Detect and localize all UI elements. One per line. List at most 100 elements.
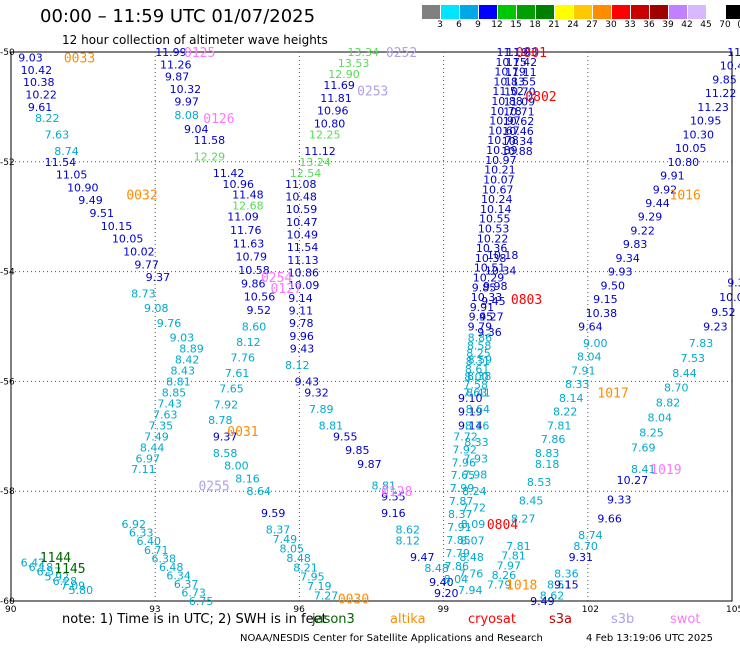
swh-value-label: 9.55 [333, 430, 358, 443]
swh-value-label: 9.78 [289, 317, 314, 330]
lon-tick-label: 93 [149, 605, 160, 615]
swh-value-label: 7.81 [547, 419, 572, 432]
swh-value-label: 8.70 [664, 382, 689, 395]
legend-item-s3a: s3a [549, 612, 573, 627]
swh-value-label: 8.48 [424, 562, 449, 575]
swh-value-label: 10.59 [286, 203, 318, 216]
swh-value-label: 10.47 [286, 216, 318, 229]
swh-value-label: 8.74 [578, 529, 603, 542]
swh-value-label: 8.41 [466, 386, 491, 399]
swh-value-label: 9.36 [477, 326, 502, 339]
swh-value-label: 11.26 [160, 58, 192, 71]
swh-value-label: 8.22 [553, 406, 578, 419]
swh-value-label: 7.95 [300, 571, 325, 584]
swh-value-label: 8.51 [547, 579, 572, 592]
swh-value-label: 6.18 [29, 561, 53, 574]
swh-value-label: 9.08 [144, 302, 169, 315]
colorbar-swatch [669, 5, 687, 19]
swh-value-label: 7.53 [681, 352, 706, 365]
pass-number-label: 0801 [516, 46, 547, 61]
swh-value-label: 8.64 [247, 485, 272, 498]
pass-number-label: 0128 [381, 485, 412, 500]
colorbar-tick-label: 45 [700, 20, 712, 30]
swh-value-label: 10.79 [236, 251, 267, 264]
colorbar-swatch [612, 5, 630, 19]
swh-value-label: 7.69 [631, 441, 656, 454]
swh-value-label: 11.63 [233, 237, 265, 250]
swh-value-label: 8.86 [468, 331, 493, 344]
swh-value-label: 10.30 [682, 128, 714, 141]
swh-value-label: 9.32 [304, 386, 329, 399]
swh-value-label: 10.88 [501, 145, 533, 158]
colorbar-swatch [650, 5, 668, 19]
swh-value-label: 7.81 [506, 540, 531, 553]
swh-value-label: 9.87 [357, 458, 382, 471]
swh-value-label: 10.80 [314, 117, 346, 130]
swh-value-label: 10.03 [719, 291, 740, 304]
swh-value-label: 9.15 [554, 579, 579, 592]
swh-value-label: 9.23 [703, 321, 728, 334]
swh-value-label: 6.28 [53, 575, 78, 588]
swh-value-label: 10.09 [288, 279, 320, 292]
pass-number-label: 0031 [227, 425, 258, 440]
swh-value-label: 8.44 [672, 367, 697, 380]
swh-value-label: 8.81 [372, 480, 397, 493]
swh-value-label: 11.08 [285, 178, 317, 191]
swh-value-label: 7.86 [541, 433, 566, 446]
swh-value-label: 8.42 [175, 353, 200, 366]
pass-number-label: 0802 [525, 90, 556, 105]
legend-item-swot: swot [670, 612, 701, 627]
swh-value-label: 8.37 [448, 508, 473, 521]
swh-value-label: 8.83 [535, 447, 560, 460]
swh-value-label: 9.14 [288, 292, 313, 305]
swh-value-label: 7.65 [219, 383, 244, 396]
swh-value-label: 5.92 [45, 570, 70, 583]
pass-number-label: 0126 [203, 112, 234, 127]
swh-value-label: 8.37 [266, 524, 291, 537]
swh-value-label: 7.76 [459, 568, 484, 581]
lat-tick-label: -56 [0, 377, 15, 387]
swh-value-label: 10.97 [489, 115, 520, 128]
swh-value-label: 10.49 [286, 228, 318, 241]
lat-tick-label: -54 [0, 268, 15, 278]
swh-value-label: 7.09 [61, 579, 85, 592]
swh-value-label: 6.48 [159, 561, 184, 574]
swh-value-label: 8.26 [492, 569, 516, 582]
swh-value-label: 10.46 [502, 125, 534, 138]
swh-value-label: 10.18 [487, 249, 519, 262]
swh-value-label: 13.24 [299, 156, 331, 169]
swh-value-label: 6.33 [129, 527, 154, 540]
swh-value-label: 6.40 [137, 535, 162, 548]
swh-value-label: 10.78 [487, 134, 519, 147]
swh-value-label: 9.15 [593, 293, 618, 306]
swh-value-label: 10.75 [495, 56, 527, 69]
colorbar-swatch [707, 5, 725, 19]
swh-value-label: 11.55 [505, 76, 537, 89]
pass-number-label: 1144 [40, 551, 71, 566]
swh-value-label: 8.33 [565, 378, 590, 391]
swh-value-label: 9.11 [289, 304, 314, 317]
swh-value-label: 10.86 [288, 266, 320, 279]
pass-number-label: 1018 [506, 579, 537, 594]
swh-value-label: 10.89 [486, 144, 518, 157]
swh-value-label: 8.25 [466, 347, 491, 360]
swh-value-label: 11.93 [506, 46, 538, 59]
swh-value-label: 11.54 [45, 156, 77, 169]
swh-value-label: 7.72 [461, 502, 486, 515]
swh-value-label: 9.87 [165, 71, 190, 84]
swh-value-label: 8.16 [235, 472, 259, 485]
swh-value-label: 11.58 [194, 134, 226, 147]
swh-value-label: 8.85 [162, 386, 187, 399]
swh-value-label: 9.27 [479, 311, 504, 324]
swh-value-label: 8.36 [554, 568, 579, 581]
swh-value-label: 10.36 [476, 242, 508, 255]
pass-number-label: 0255 [198, 480, 229, 495]
swh-value-label: 9.43 [295, 375, 320, 388]
swh-value-label: 8.62 [540, 590, 565, 603]
swh-value-label: 10.38 [23, 76, 55, 89]
swh-value-label: 8.25 [639, 426, 664, 439]
swh-value-label: 7.63 [463, 386, 488, 399]
swh-value-label: 10.15 [101, 220, 133, 233]
swh-value-label: 9.45 [481, 295, 506, 308]
swh-value-label: 7.81 [501, 550, 526, 563]
